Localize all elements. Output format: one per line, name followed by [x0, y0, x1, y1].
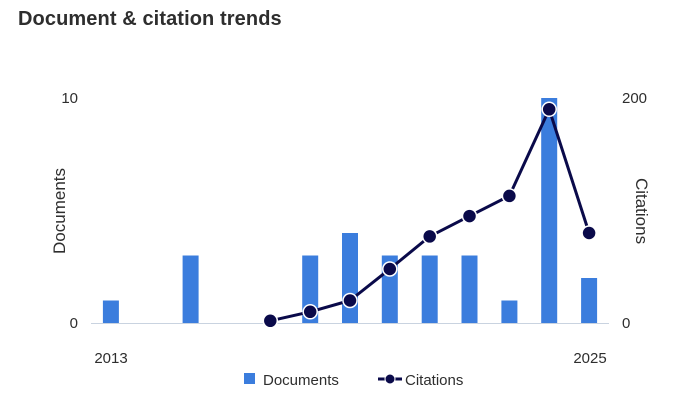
citations-point	[541, 101, 557, 118]
citations-line-group	[262, 101, 597, 329]
documents-bar	[461, 255, 478, 323]
citations-point	[342, 292, 358, 309]
citations-point	[581, 225, 597, 241]
citations-point	[302, 304, 318, 320]
legend-citations-marker	[384, 373, 396, 385]
documents-bar	[581, 278, 598, 323]
documents-bar	[421, 255, 438, 323]
y-right-tick-max: 200	[622, 90, 647, 107]
chart-title: Document & citation trends	[18, 8, 282, 30]
documents-bar	[342, 233, 358, 323]
legend-citations-label: Citations	[405, 372, 463, 389]
legend-documents-swatch	[244, 373, 255, 384]
documents-bar	[541, 98, 558, 323]
documents-bars	[102, 98, 598, 323]
documents-bar	[501, 300, 518, 323]
citations-point	[262, 313, 279, 329]
citations-point	[382, 261, 398, 277]
x-tick-first: 2013	[94, 350, 127, 367]
documents-bar	[102, 300, 119, 323]
legend-documents-label: Documents	[263, 372, 339, 389]
citations-point	[421, 228, 438, 245]
documents-bar	[182, 255, 199, 323]
y-left-tick-max: 10	[61, 90, 78, 107]
y-right-axis-title: Citations	[632, 178, 651, 244]
y-right-tick-min: 0	[622, 315, 630, 332]
citations-point	[461, 208, 478, 224]
y-left-tick-min: 0	[70, 315, 78, 332]
citations-point	[501, 188, 518, 204]
y-left-axis-title: Documents	[50, 168, 69, 254]
legend: Documents Citations	[244, 372, 463, 389]
x-tick-last: 2025	[573, 350, 606, 367]
